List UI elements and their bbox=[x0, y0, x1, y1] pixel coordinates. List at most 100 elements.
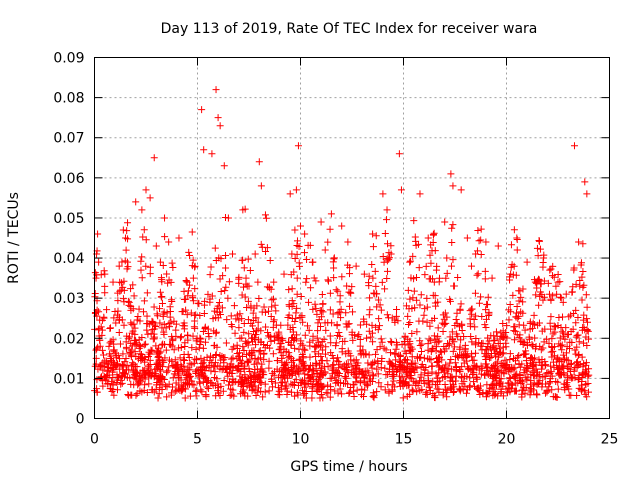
data-point bbox=[142, 262, 150, 270]
data-point bbox=[170, 370, 178, 378]
data-point bbox=[330, 274, 338, 282]
data-point bbox=[538, 380, 546, 388]
y-tick-label: 0.03 bbox=[53, 291, 84, 307]
data-point bbox=[208, 150, 216, 158]
data-point bbox=[233, 341, 241, 349]
data-point bbox=[109, 278, 117, 286]
data-point bbox=[262, 214, 270, 222]
data-point bbox=[392, 345, 400, 353]
data-point bbox=[393, 365, 401, 373]
data-point bbox=[468, 310, 476, 318]
data-point bbox=[129, 281, 137, 289]
data-point bbox=[332, 342, 340, 350]
data-point bbox=[226, 392, 234, 400]
data-point bbox=[168, 335, 176, 343]
y-tick-label: 0.01 bbox=[53, 371, 84, 387]
y-tick-label: 0.09 bbox=[53, 51, 84, 67]
data-point bbox=[569, 374, 577, 382]
data-point bbox=[236, 334, 244, 342]
data-point bbox=[305, 298, 313, 306]
data-point bbox=[162, 346, 170, 354]
data-point bbox=[521, 326, 529, 334]
data-point bbox=[244, 316, 252, 324]
data-point bbox=[147, 346, 155, 354]
data-point bbox=[327, 349, 335, 357]
data-point bbox=[123, 373, 131, 381]
data-point bbox=[435, 362, 443, 370]
data-point bbox=[152, 242, 160, 250]
data-point bbox=[218, 304, 226, 312]
data-point bbox=[204, 385, 212, 393]
data-point bbox=[266, 333, 274, 341]
data-point bbox=[243, 282, 251, 290]
data-point bbox=[486, 344, 494, 352]
data-point bbox=[369, 371, 377, 379]
data-point bbox=[214, 362, 222, 370]
data-point bbox=[388, 339, 396, 347]
data-point bbox=[257, 327, 265, 335]
data-point bbox=[551, 323, 559, 331]
data-point bbox=[118, 379, 126, 387]
data-point bbox=[546, 379, 554, 387]
data-point bbox=[140, 226, 148, 234]
data-point bbox=[422, 262, 430, 270]
data-point bbox=[336, 292, 344, 300]
data-point bbox=[376, 301, 384, 309]
data-point bbox=[382, 371, 390, 379]
data-point bbox=[424, 234, 432, 242]
data-point bbox=[345, 389, 353, 397]
data-point bbox=[140, 341, 148, 349]
data-point bbox=[235, 324, 243, 332]
y-tick-label: 0 bbox=[76, 412, 85, 428]
data-point bbox=[135, 344, 143, 352]
data-point bbox=[116, 365, 124, 373]
data-point bbox=[484, 390, 492, 398]
data-point bbox=[370, 391, 378, 399]
data-point bbox=[449, 182, 457, 190]
data-point bbox=[108, 378, 116, 386]
data-point bbox=[192, 356, 200, 364]
data-point bbox=[180, 287, 188, 295]
data-point bbox=[548, 335, 556, 343]
data-point bbox=[367, 333, 375, 341]
data-point bbox=[294, 391, 302, 399]
data-point bbox=[434, 324, 442, 332]
x-tick-label: 15 bbox=[395, 432, 413, 448]
data-point bbox=[240, 264, 248, 272]
data-point bbox=[508, 380, 516, 388]
data-point bbox=[511, 364, 519, 372]
data-point bbox=[160, 320, 168, 328]
data-point bbox=[477, 251, 485, 259]
data-point bbox=[550, 363, 558, 371]
data-point bbox=[364, 380, 372, 388]
data-point bbox=[414, 240, 422, 248]
data-point bbox=[483, 366, 491, 374]
data-point bbox=[306, 353, 314, 361]
data-point bbox=[583, 327, 591, 335]
data-point bbox=[258, 360, 266, 368]
data-point bbox=[461, 347, 469, 355]
data-point bbox=[268, 369, 276, 377]
data-point bbox=[371, 358, 379, 366]
data-point bbox=[222, 251, 230, 259]
data-point bbox=[289, 370, 297, 378]
data-point bbox=[477, 236, 485, 244]
data-point bbox=[130, 336, 138, 344]
data-point bbox=[511, 327, 519, 335]
data-point bbox=[94, 230, 102, 238]
data-point bbox=[163, 270, 171, 278]
data-point bbox=[291, 344, 299, 352]
data-point bbox=[535, 319, 543, 327]
data-point bbox=[372, 282, 380, 290]
data-point bbox=[176, 334, 184, 342]
data-point bbox=[191, 324, 199, 332]
data-point bbox=[217, 288, 225, 296]
data-point bbox=[492, 371, 500, 379]
data-point bbox=[388, 368, 396, 376]
data-point bbox=[429, 344, 437, 352]
data-point bbox=[573, 343, 581, 351]
data-point bbox=[579, 240, 587, 248]
data-point bbox=[175, 234, 183, 242]
data-point bbox=[236, 356, 244, 364]
data-point bbox=[574, 314, 582, 322]
